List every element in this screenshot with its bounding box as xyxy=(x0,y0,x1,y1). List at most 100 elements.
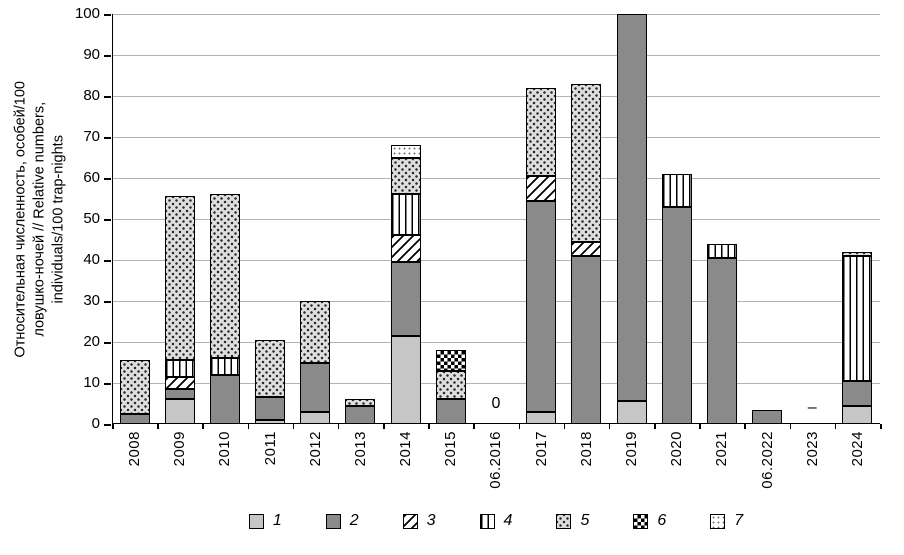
bar-segment-series-2 xyxy=(526,200,557,412)
legend-swatch-checker xyxy=(633,513,649,529)
gridline xyxy=(113,14,880,15)
y-axis-label: 50 xyxy=(83,210,100,227)
gridline xyxy=(113,219,880,220)
gridline xyxy=(113,342,880,343)
x-axis-tick xyxy=(563,424,566,429)
bar-2020 xyxy=(661,173,692,424)
x-axis-tick xyxy=(247,424,250,429)
x-axis-label-text: 2011 xyxy=(261,431,279,466)
legend-label: 5 xyxy=(580,512,590,529)
bar-2017 xyxy=(526,87,557,424)
x-axis-label: 2020 xyxy=(654,431,699,501)
x-axis-label: 2021 xyxy=(699,431,744,501)
bar-segment-series-4 xyxy=(661,173,692,207)
bar-2015 xyxy=(435,350,466,424)
bar-segment-series-3 xyxy=(390,235,421,263)
bar-2021 xyxy=(706,243,737,424)
x-axis-label-text: 2024 xyxy=(848,431,866,467)
bar-segment-series-5 xyxy=(255,339,286,398)
x-axis-label: 2015 xyxy=(428,431,473,501)
bar-segment-series-2 xyxy=(571,255,602,424)
bar-segment-series-3 xyxy=(526,175,557,201)
x-axis-label: 06.2016 xyxy=(473,431,518,501)
bar-2014 xyxy=(390,145,421,424)
y-axis-label: 40 xyxy=(83,251,100,268)
x-axis-label: 2017 xyxy=(519,431,564,501)
x-axis-label-text: 2021 xyxy=(713,431,731,467)
legend-item-2: 2 xyxy=(325,512,359,530)
x-axis-label-text: 2020 xyxy=(668,431,686,467)
legend-item-5: 5 xyxy=(556,512,589,530)
bar-segment-series-2 xyxy=(616,14,647,402)
legend-label: 4 xyxy=(503,512,513,529)
x-axis-label: 06.2022 xyxy=(744,431,789,501)
x-axis-label: 2008 xyxy=(112,431,157,501)
x-axis-tick xyxy=(202,424,204,429)
x-axis-label: 2009 xyxy=(157,431,202,501)
x-axis-label: 2019 xyxy=(609,431,654,501)
y-axis-tick xyxy=(104,14,111,16)
plot-area xyxy=(112,14,880,424)
x-axis-label-text: 2012 xyxy=(306,431,324,467)
x-axis-label: 2014 xyxy=(383,431,428,501)
y-axis-tick xyxy=(104,342,111,344)
y-axis-label: 70 xyxy=(83,128,100,145)
x-axis-tick xyxy=(608,424,611,429)
bar-2009 xyxy=(164,196,195,424)
x-axis-label-text: 06.2016 xyxy=(487,431,505,489)
bar-segment-series-6 xyxy=(435,350,466,371)
gridline xyxy=(113,55,880,56)
bar-segment-series-1 xyxy=(300,411,331,424)
bar-segment-series-2 xyxy=(435,399,466,424)
bar-2011 xyxy=(255,339,286,424)
y-axis-label: 20 xyxy=(83,333,100,350)
y-axis-label: 100 xyxy=(74,5,100,22)
x-axis-tick xyxy=(834,424,837,429)
bar-segment-series-2 xyxy=(345,405,376,424)
x-axis-label-text: 2018 xyxy=(577,431,595,467)
bar-segment-series-2 xyxy=(842,380,873,406)
bar-segment-series-3 xyxy=(571,241,602,256)
bar-segment-series-5 xyxy=(345,399,376,406)
x-axis-label-text: 2014 xyxy=(397,431,415,467)
bar-2008 xyxy=(119,360,150,424)
legend-swatch-fine-dots xyxy=(710,513,726,529)
legend-swatch-coarse-dots xyxy=(556,513,572,529)
legend-label: 3 xyxy=(426,512,436,529)
bar-2013 xyxy=(345,399,376,424)
x-axis-label-text: 2019 xyxy=(623,431,641,467)
bar-segment-series-5 xyxy=(571,83,602,242)
bar-2018 xyxy=(571,83,602,424)
x-axis-label-text: 06.2022 xyxy=(758,431,776,489)
y-axis-tick xyxy=(104,137,111,139)
y-axis-label: 10 xyxy=(83,374,100,391)
bar-segment-series-2 xyxy=(119,413,150,424)
legend-item-1: 1 xyxy=(248,512,282,530)
x-axis-label: 2024 xyxy=(835,431,880,501)
y-axis-tick xyxy=(104,96,111,98)
bar-06.2022 xyxy=(752,409,783,424)
x-axis-tick xyxy=(337,424,340,429)
bar-segment-series-2 xyxy=(390,262,421,336)
annotation-06.2016: 0 xyxy=(491,394,501,412)
legend-item-4: 4 xyxy=(479,512,513,530)
bar-segment-series-1 xyxy=(842,405,873,424)
y-axis-label: 0 xyxy=(91,415,100,432)
x-axis-tick xyxy=(789,424,792,429)
bar-segment-series-1 xyxy=(255,419,286,424)
bar-2010 xyxy=(209,194,240,424)
y-axis-tick xyxy=(104,178,111,180)
x-axis-label: 2018 xyxy=(564,431,609,501)
y-axis-tick xyxy=(104,424,111,426)
x-axis-label-text: 2017 xyxy=(532,431,550,467)
x-axis-label: 2013 xyxy=(338,431,383,501)
bar-2019 xyxy=(616,14,647,424)
legend-swatch-light-gray xyxy=(248,513,264,529)
y-axis-label: 30 xyxy=(83,292,100,309)
bar-segment-series-1 xyxy=(390,335,421,424)
bar-segment-series-5 xyxy=(390,157,421,195)
bar-segment-series-3 xyxy=(164,376,195,390)
bar-segment-series-4 xyxy=(209,358,240,375)
x-axis-label: 2012 xyxy=(293,431,338,501)
